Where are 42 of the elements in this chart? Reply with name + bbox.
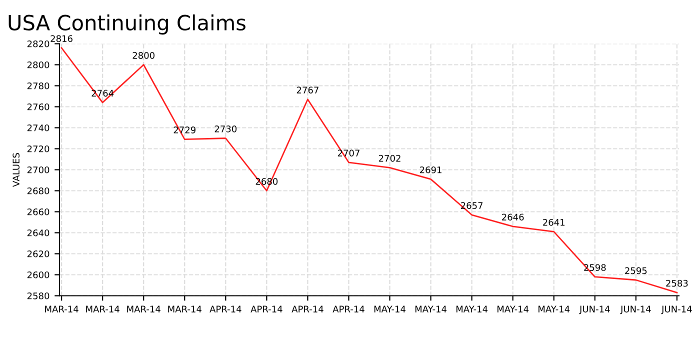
x-tick-label: APR-14	[292, 306, 324, 312]
x-tick-label: APR-14	[332, 306, 364, 312]
x-tick-label: MAY-14	[415, 306, 447, 312]
y-axis-title: VALUES	[12, 153, 20, 187]
y-tick-label: 2780	[27, 82, 50, 90]
y-tick-label: 2760	[27, 103, 50, 110]
y-tick-label: 2640	[27, 229, 50, 236]
y-tick-label: 2620	[27, 250, 50, 258]
x-tick-label: MAY-14	[498, 306, 529, 312]
x-tick-label: MAY-14	[374, 306, 406, 312]
x-tick-label: JUN-14	[579, 306, 610, 314]
data-label: 2800	[132, 52, 154, 59]
data-label: 2702	[378, 154, 400, 162]
data-label: 2595	[625, 267, 647, 274]
data-label: 2691	[420, 166, 442, 174]
data-label: 2767	[296, 86, 318, 94]
x-tick-label: MAR-14	[168, 306, 202, 312]
x-tick-label: MAR-14	[86, 306, 120, 312]
x-tick-label: MAY-14	[456, 306, 488, 312]
data-label: 2657	[460, 202, 483, 209]
y-tick-label: 2820	[27, 40, 50, 48]
data-label: 2816	[50, 35, 72, 42]
data-label: 2646	[502, 214, 524, 221]
y-tick-label: 2680	[27, 187, 50, 194]
data-label: 2730	[214, 126, 237, 132]
chart-title: USA Continuing Claims	[8, 14, 246, 35]
y-tick-label: 2740	[27, 124, 50, 132]
x-tick-label: APR-14	[250, 306, 282, 312]
data-label: 2583	[666, 280, 688, 287]
y-tick-label: 2700	[27, 166, 50, 174]
x-tick-label: MAY-14	[538, 306, 570, 312]
x-tick-label: JUN-14	[620, 306, 651, 314]
x-tick-label: MAR-14	[45, 306, 78, 312]
y-tick-label: 2600	[27, 271, 50, 278]
x-tick-label: MAR-14	[127, 306, 160, 312]
x-tick-label: JUN-14	[661, 306, 692, 314]
y-tick-label: 2580	[27, 292, 50, 300]
y-tick-label: 2720	[27, 145, 50, 152]
x-tick-label: APR-14	[210, 306, 242, 312]
y-tick-label: 2660	[27, 208, 50, 216]
data-label: 2641	[543, 218, 565, 226]
y-tick-label: 2800	[27, 61, 50, 68]
